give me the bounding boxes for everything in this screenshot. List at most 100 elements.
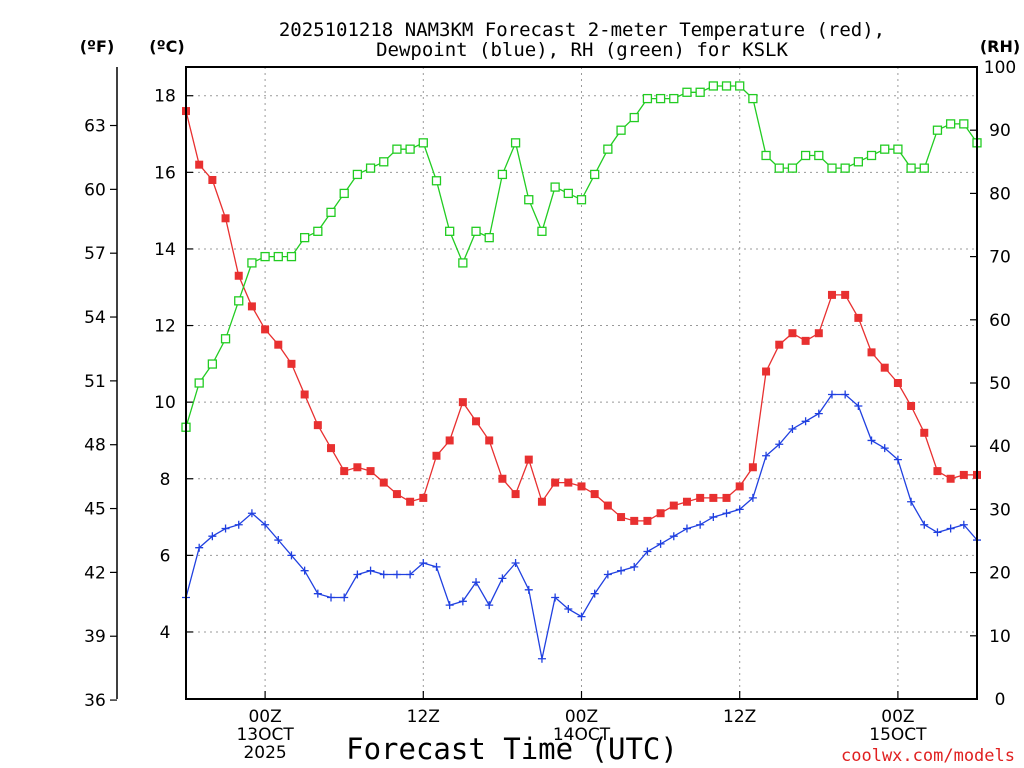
temperature-marker <box>261 325 270 334</box>
rh-tick-label: 100 <box>984 58 1016 78</box>
temperature-marker <box>893 379 902 387</box>
rh-marker <box>748 93 758 104</box>
temperature-marker <box>432 451 441 460</box>
dewpoint-marker <box>709 513 718 522</box>
dewpoint-marker <box>261 520 270 529</box>
rh-marker <box>827 163 837 173</box>
temperature-marker <box>340 467 349 476</box>
rh-tick-label: 50 <box>989 374 1011 394</box>
rh-marker <box>352 169 363 180</box>
rh-marker <box>642 93 653 104</box>
dewpoint-marker <box>841 390 850 399</box>
x-tick-label: 12Z <box>407 707 440 727</box>
rh-marker <box>234 296 244 306</box>
rh-tick-label: 80 <box>989 184 1011 204</box>
celsius-tick-label: 14 <box>154 240 176 260</box>
fahrenheit-tick-label: 48 <box>84 436 106 456</box>
rh-marker <box>682 87 692 97</box>
dewpoint-marker <box>524 585 533 594</box>
rh-marker <box>365 163 376 173</box>
temperature-marker <box>300 390 309 399</box>
temperature-marker <box>287 359 296 368</box>
temperature-marker <box>722 493 731 502</box>
rh-marker <box>866 150 877 161</box>
temperature-marker <box>748 463 757 472</box>
rh-marker <box>326 207 336 218</box>
fahrenheit-tick-label: 60 <box>84 180 106 200</box>
fahrenheit-tick-label: 57 <box>84 244 106 264</box>
dewpoint-marker <box>195 543 204 552</box>
celsius-tick-label: 6 <box>160 546 171 566</box>
temperature-marker <box>366 467 375 476</box>
rh-marker <box>774 163 784 173</box>
rh-marker <box>207 359 218 369</box>
dewpoint-marker <box>208 532 217 541</box>
rh-marker <box>655 93 666 104</box>
dewpoint-marker <box>274 536 283 545</box>
rh-marker <box>800 150 811 161</box>
dewpoint-marker <box>221 524 230 533</box>
temperature-marker <box>524 455 533 464</box>
rh-marker <box>590 169 600 180</box>
x-tick-label: 00Z <box>565 707 598 727</box>
celsius-tick-label: 4 <box>160 623 171 643</box>
temperature-marker <box>419 493 428 502</box>
celsius-tick-label: 10 <box>154 393 176 413</box>
temperature-marker <box>458 398 467 407</box>
x-tick-label: 13OCT <box>236 725 294 745</box>
rh-marker <box>471 226 481 236</box>
temperature-marker <box>827 290 836 299</box>
celsius-tick-label: 12 <box>154 317 176 337</box>
temperature-marker <box>379 478 388 487</box>
temperature-marker <box>933 467 942 476</box>
dewpoint-marker <box>472 578 481 587</box>
dewpoint-marker <box>643 547 652 556</box>
rh-marker <box>510 138 521 148</box>
celsius-tick-label: 18 <box>154 87 176 107</box>
chart-title-line-2: Dewpoint (blue), RH (green) for KSLK <box>376 39 788 61</box>
rh-marker <box>563 188 573 199</box>
x-axis-title: Forecast Time (UTC) <box>346 732 678 766</box>
dewpoint-marker <box>827 390 836 399</box>
dewpoint-marker <box>577 612 586 621</box>
temperature-marker <box>537 497 546 506</box>
rh-marker <box>629 112 639 123</box>
temperature-marker <box>709 493 718 502</box>
temperature-marker <box>907 401 916 410</box>
rh-marker <box>919 163 929 173</box>
x-tick-label: 12Z <box>723 707 756 727</box>
temperature-marker <box>485 436 494 445</box>
rh-marker <box>273 251 283 262</box>
dewpoint-marker <box>340 593 349 602</box>
rh-marker <box>392 144 402 154</box>
rh-marker <box>893 144 903 154</box>
temperature-marker <box>498 474 507 483</box>
rh-marker <box>379 157 389 167</box>
dewpoint-marker <box>893 455 902 464</box>
dewpoint-marker <box>907 497 916 506</box>
temperature-marker <box>920 428 929 437</box>
dewpoint-marker <box>854 401 863 410</box>
dewpoint-marker <box>669 532 678 541</box>
rh-marker <box>735 81 745 91</box>
rh-marker <box>286 251 297 262</box>
rh-marker <box>524 195 534 205</box>
plot-frame <box>185 66 978 700</box>
temperature-marker <box>234 271 243 280</box>
temperature-marker <box>867 348 876 357</box>
rh-marker <box>840 163 850 173</box>
temperature-marker <box>775 340 784 349</box>
rh-marker <box>260 251 270 262</box>
rh-tick-label: 70 <box>989 248 1011 268</box>
temperature-marker <box>195 160 204 169</box>
temperature-marker <box>392 490 401 499</box>
dewpoint-marker <box>748 493 757 502</box>
dewpoint-marker <box>485 601 494 610</box>
rh-axis: 0 10 20 30 40 50 60 70 80 90 100 <box>970 58 1016 710</box>
rh-tick-label: 0 <box>995 690 1006 710</box>
fahrenheit-tick-label: 54 <box>84 308 106 328</box>
rh-marker <box>484 232 494 243</box>
rh-marker <box>405 144 415 154</box>
fahrenheit-tick-label: 36 <box>84 691 106 711</box>
rh-marker <box>550 182 560 192</box>
